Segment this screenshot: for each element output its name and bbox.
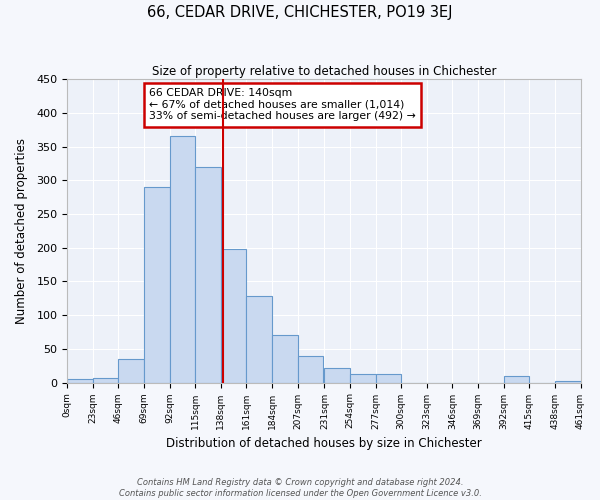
Bar [376,374,401,382]
Bar [247,296,272,382]
Bar [144,187,170,382]
Text: 66, CEDAR DRIVE, CHICHESTER, PO19 3EJ: 66, CEDAR DRIVE, CHICHESTER, PO19 3EJ [147,5,453,20]
Bar [170,136,195,382]
Bar [503,376,529,382]
Bar [298,356,323,382]
Bar [555,380,581,382]
Bar [93,378,118,382]
Bar [325,368,350,382]
X-axis label: Distribution of detached houses by size in Chichester: Distribution of detached houses by size … [166,437,482,450]
Bar [118,359,144,382]
Bar [195,167,221,382]
Bar [67,379,93,382]
Bar [272,336,298,382]
Text: Contains HM Land Registry data © Crown copyright and database right 2024.
Contai: Contains HM Land Registry data © Crown c… [119,478,481,498]
Bar [350,374,376,382]
Y-axis label: Number of detached properties: Number of detached properties [15,138,28,324]
Text: 66 CEDAR DRIVE: 140sqm
← 67% of detached houses are smaller (1,014)
33% of semi-: 66 CEDAR DRIVE: 140sqm ← 67% of detached… [149,88,416,122]
Title: Size of property relative to detached houses in Chichester: Size of property relative to detached ho… [152,65,496,78]
Bar [221,249,247,382]
